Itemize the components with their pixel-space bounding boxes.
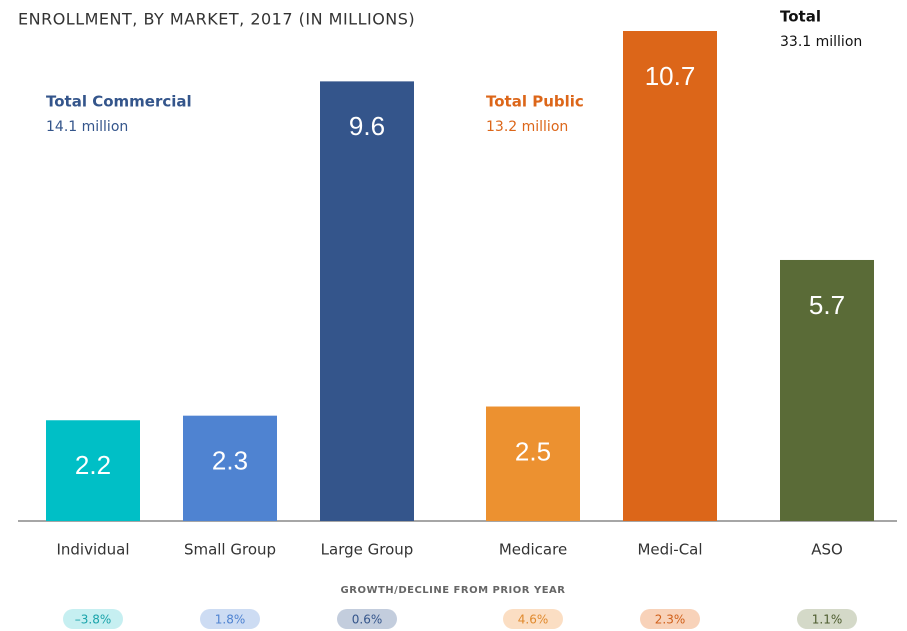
value-label: 5.7 (809, 290, 845, 320)
x-tick-label: Individual (56, 541, 129, 559)
x-tick-label: Large Group (321, 541, 414, 559)
bar (183, 415, 277, 521)
annotation-text: 14.1 million (46, 119, 128, 135)
growth-label: 0.6% (352, 613, 383, 627)
growth-label: 1.1% (812, 613, 843, 627)
growth-pill (63, 609, 123, 629)
bar (320, 81, 414, 521)
chart-title: ENROLLMENT, BY MARKET, 2017 (IN MILLIONS… (18, 10, 415, 29)
value-label: 9.6 (349, 111, 385, 141)
growth-label: 1.8% (215, 613, 246, 627)
growth-pill (337, 609, 397, 629)
x-tick-label: Small Group (184, 541, 276, 559)
growth-label: 2.3% (655, 613, 686, 627)
annotation-title: Total Commercial (46, 93, 192, 111)
x-tick-label: Medicare (499, 541, 567, 559)
bar (486, 406, 580, 521)
value-label: 10.7 (645, 61, 696, 91)
annotation-text: 33.1 million (780, 34, 862, 50)
annotation-title: Total (780, 8, 821, 26)
x-tick-label: ASO (811, 541, 843, 559)
bar (623, 31, 717, 521)
x-tick-label: Medi-Cal (637, 541, 702, 559)
annotation-title: Total Public (486, 93, 584, 111)
bar (780, 259, 874, 521)
annotation-text: 13.2 million (486, 119, 568, 135)
value-label: 2.3 (212, 446, 248, 476)
growth-pill (503, 609, 563, 629)
value-label: 2.5 (515, 436, 551, 466)
growth-label: –3.8% (75, 613, 112, 627)
growth-pill (200, 609, 260, 629)
growth-pill (797, 609, 857, 629)
growth-title: GROWTH/DECLINE FROM PRIOR YEAR (341, 585, 566, 596)
growth-pill (640, 609, 700, 629)
value-label: 2.2 (75, 450, 111, 480)
growth-label: 4.6% (518, 613, 549, 627)
bar (46, 420, 140, 521)
